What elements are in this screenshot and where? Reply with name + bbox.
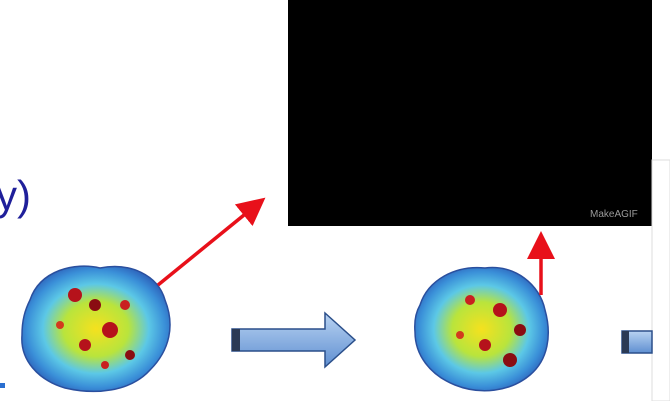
cell-image (22, 266, 170, 391)
red-arrow (158, 202, 260, 285)
cell-image (415, 268, 549, 391)
watermark: MakeAGIF (590, 209, 638, 220)
bullet-fragment (0, 383, 5, 388)
block-arrow-tail (232, 329, 240, 351)
video-panel (288, 0, 652, 226)
partial-text: y) (0, 172, 31, 219)
block-arrow (232, 313, 355, 367)
block-arrow-tail (622, 331, 629, 353)
slide: y) MakeAGIF (0, 0, 670, 401)
side-panel (652, 160, 670, 401)
